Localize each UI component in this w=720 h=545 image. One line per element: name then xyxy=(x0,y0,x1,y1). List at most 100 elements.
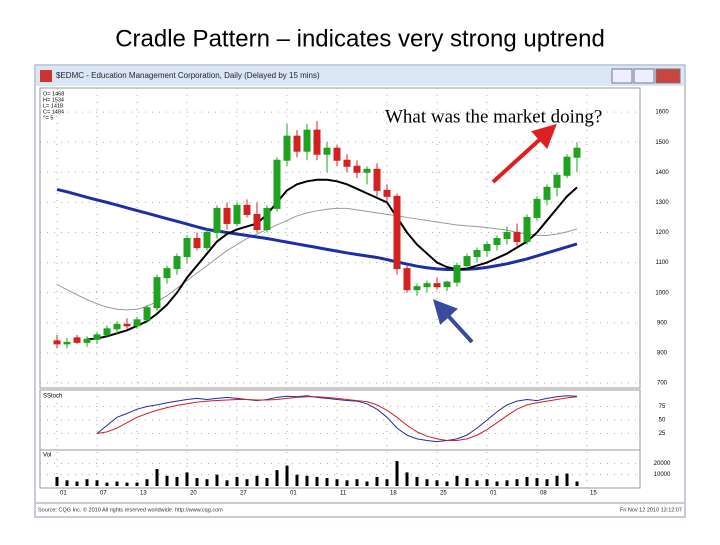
volume-bar xyxy=(535,478,539,486)
y-tick-label: 1200 xyxy=(655,230,669,236)
candle-body xyxy=(263,207,271,230)
y-tick-label: 800 xyxy=(657,350,668,356)
volume-bar xyxy=(575,481,579,486)
y-tick-label: 25 xyxy=(659,431,666,437)
candle-body xyxy=(253,213,261,230)
volume-bar xyxy=(565,473,569,486)
slide-title: Cradle Pattern – indicates very strong u… xyxy=(115,25,605,52)
volume-bar xyxy=(65,480,69,486)
candle-body xyxy=(413,286,421,291)
y-tick-label: 1400 xyxy=(655,170,669,176)
candle-body xyxy=(333,147,341,161)
candle-body xyxy=(283,135,291,161)
x-tick-label: 13 xyxy=(140,491,147,497)
volume-bar xyxy=(215,474,219,486)
candle-body xyxy=(313,129,321,155)
volume-bar xyxy=(75,481,79,486)
candle-body xyxy=(163,268,171,279)
volume-bar xyxy=(275,470,279,486)
y-tick-label: 700 xyxy=(657,381,668,387)
candle-body xyxy=(493,238,501,246)
candle-body xyxy=(203,231,211,249)
volume-bar xyxy=(265,478,269,486)
candle-body xyxy=(123,323,131,327)
candle-body xyxy=(543,186,551,200)
candle-body xyxy=(173,256,181,270)
x-tick-label: 01 xyxy=(490,491,497,497)
indicator-line xyxy=(56,187,578,272)
volume-bar xyxy=(385,479,389,486)
candle-body xyxy=(233,204,241,224)
volume-bar xyxy=(335,479,339,486)
candle-body xyxy=(193,238,201,249)
x-tick-label: 08 xyxy=(540,491,547,497)
candle-body xyxy=(463,256,471,267)
annotation: What was the market doing? xyxy=(385,106,602,127)
readout-line: C= 1484 xyxy=(43,109,64,115)
volume-bar xyxy=(235,476,239,486)
volume-bar xyxy=(475,480,479,486)
readout-line: L= 1418 xyxy=(43,103,63,109)
volume-bar xyxy=(315,476,319,486)
volume-bar xyxy=(185,472,189,486)
volume-bar xyxy=(95,480,99,486)
indicator-line xyxy=(96,396,578,442)
volume-bar xyxy=(285,465,289,486)
volume-bar xyxy=(165,475,169,486)
x-tick-label: 15 xyxy=(590,491,597,497)
candle-body xyxy=(353,165,361,173)
candle-body xyxy=(503,231,511,240)
blue-arrow xyxy=(432,299,474,344)
volume-bar xyxy=(445,481,449,486)
y-tick-label: 1600 xyxy=(655,110,669,116)
y-tick-label: 1300 xyxy=(655,200,669,206)
candle-body xyxy=(373,168,381,191)
title-bar xyxy=(36,66,684,86)
candle-body xyxy=(73,337,81,343)
candle-body xyxy=(483,244,491,252)
x-tick-label: 11 xyxy=(340,491,347,497)
footer-time: Fri Nov 12 2010 13:12:07 xyxy=(620,507,682,513)
candle-body xyxy=(433,283,441,288)
candle-body xyxy=(563,156,571,176)
candle-body xyxy=(533,198,541,218)
volume-panel xyxy=(39,449,641,489)
volume-bar xyxy=(425,479,429,486)
volume-bar xyxy=(405,472,409,486)
candle-body xyxy=(403,268,411,291)
candle-body xyxy=(323,147,331,155)
minimize-button[interactable] xyxy=(611,68,633,84)
volume-bar xyxy=(555,475,559,486)
panel-label: Vol xyxy=(43,453,51,459)
volume-bar xyxy=(365,481,369,486)
candle-body xyxy=(213,207,221,233)
volume-bar xyxy=(455,475,459,486)
x-tick-label: 20 xyxy=(190,491,197,497)
candle-body xyxy=(103,328,111,336)
candle-body xyxy=(293,135,301,152)
volume-bar xyxy=(345,480,349,486)
volume-bar xyxy=(145,479,149,486)
readout-line: O= 1468 xyxy=(43,91,64,97)
y-tick-label: 75 xyxy=(659,404,666,410)
volume-bar xyxy=(515,479,519,486)
volume-bar xyxy=(55,476,59,486)
price-panel xyxy=(39,87,641,389)
candle-body xyxy=(183,238,191,258)
volume-bar xyxy=(305,475,309,486)
close-button[interactable] xyxy=(655,68,681,84)
volume-bar xyxy=(485,479,489,486)
readout-line: ^= 5 xyxy=(43,115,53,121)
volume-bar xyxy=(105,482,109,486)
y-tick-label: 50 xyxy=(659,418,666,424)
panel-label: SStoch xyxy=(43,394,62,400)
y-tick-label: 10000 xyxy=(654,472,671,478)
volume-bar xyxy=(435,480,439,486)
candle-body xyxy=(143,307,151,321)
volume-bar xyxy=(415,476,419,486)
maximize-button[interactable] xyxy=(633,68,655,84)
volume-bar xyxy=(525,476,529,486)
candle-body xyxy=(383,189,391,197)
volume-bar xyxy=(255,475,259,486)
candle-body xyxy=(573,147,581,158)
